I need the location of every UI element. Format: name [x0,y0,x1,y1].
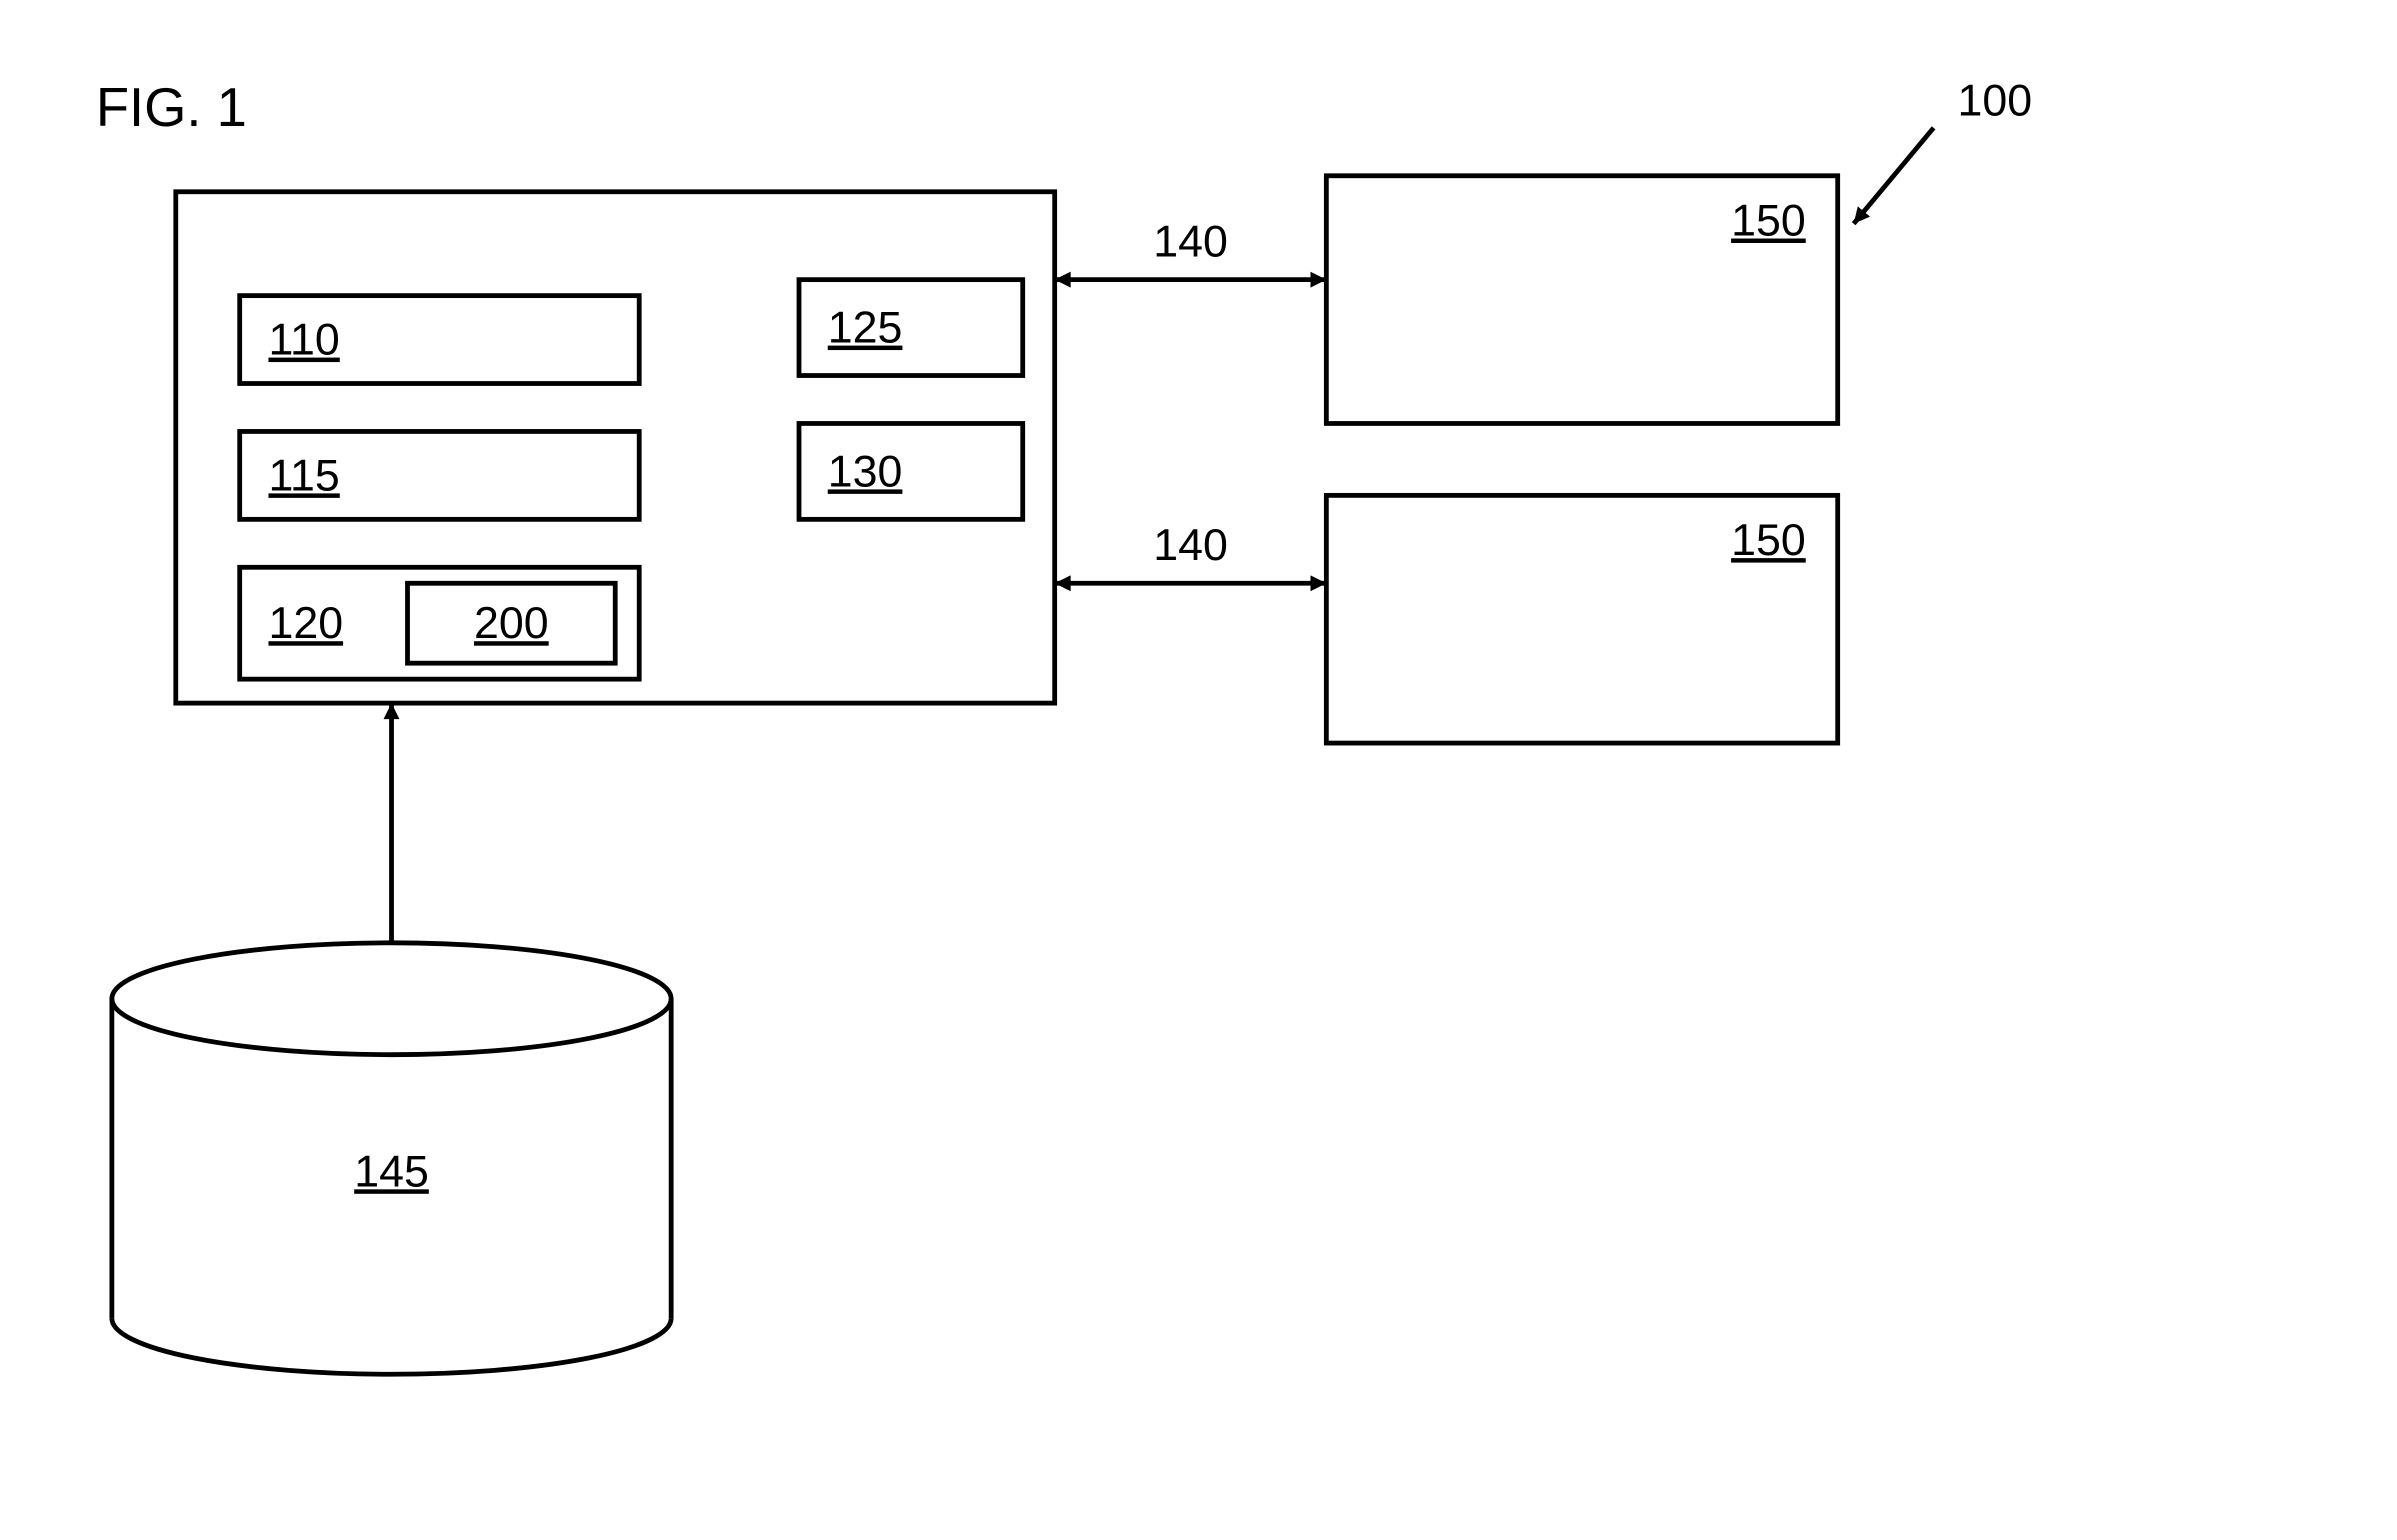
svg-text:150: 150 [1731,196,1806,246]
svg-text:100: 100 [1958,76,2033,126]
svg-text:140: 140 [1153,520,1228,570]
svg-text:120: 120 [268,598,343,648]
svg-text:200: 200 [474,598,549,648]
svg-text:115: 115 [268,450,339,500]
svg-text:110: 110 [268,315,339,365]
svg-text:FIG. 1: FIG. 1 [96,77,247,138]
svg-text:140: 140 [1153,216,1228,266]
svg-text:145: 145 [354,1146,429,1196]
svg-text:150: 150 [1731,515,1806,565]
svg-text:130: 130 [828,446,903,496]
svg-text:125: 125 [828,303,903,353]
